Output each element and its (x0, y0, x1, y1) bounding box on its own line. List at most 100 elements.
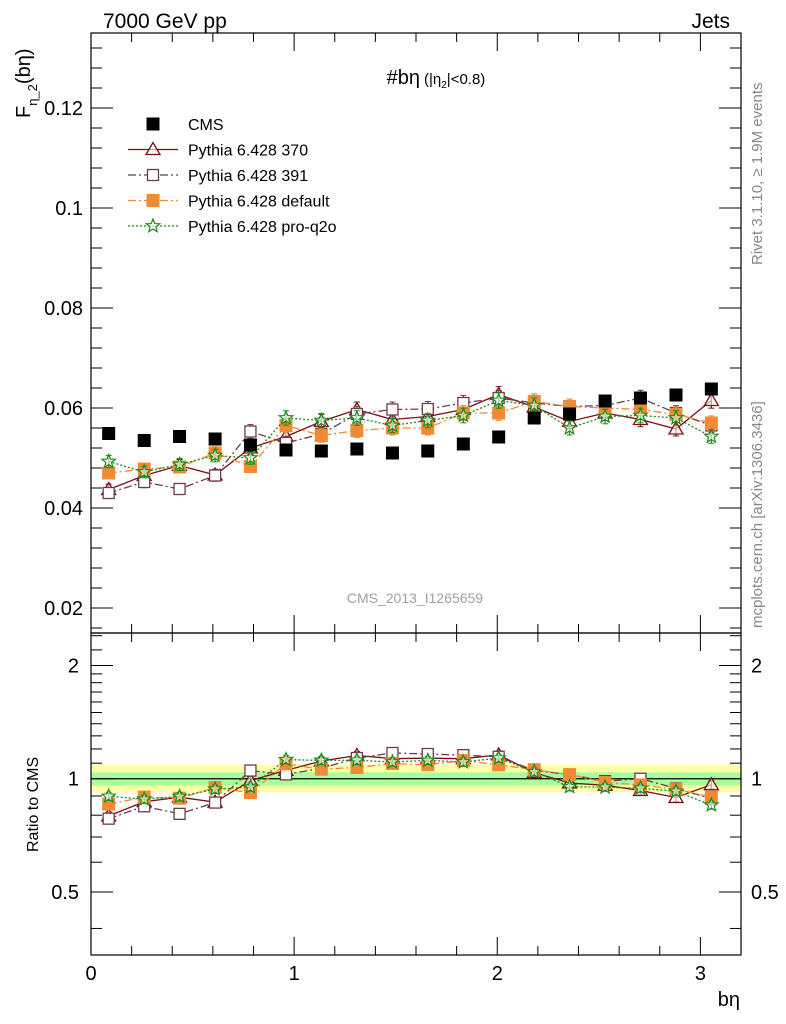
ratio-plot-frame (90, 632, 742, 956)
plot-subtitle-prefix: (|η (424, 71, 441, 88)
ratio-y-tick-label: 1 (68, 769, 79, 791)
ratio-axis-ticks: 0.5 0.5 1 1 2 2 (51, 633, 779, 955)
series-line (108, 399, 712, 473)
data-point (277, 750, 295, 767)
data-point (350, 424, 364, 437)
data-point (384, 416, 401, 433)
data-point (386, 403, 399, 416)
plot-subtitle-index: 2 (441, 80, 447, 91)
series-cms (102, 382, 718, 460)
data-point (206, 446, 224, 463)
ratio-y-tick-label-right: 2 (751, 655, 762, 677)
mcplots-citation-label: mcplots.cern.ch [arXiv:1306.3436] (749, 401, 766, 628)
series-pythia-6-428-pro-q2o (100, 749, 720, 813)
data-point (242, 449, 259, 466)
legend-marker (146, 117, 160, 131)
data-point (490, 749, 507, 766)
series-line (108, 757, 712, 806)
data-point (669, 388, 683, 402)
plot-subtitle: (|η2|<0.8) (424, 71, 485, 91)
data-point (348, 409, 366, 426)
main-plot-panel: 0.02 0.04 0.06 0.08 0.1 0.12 (44, 32, 742, 634)
ratio-y-tick-label: 2 (68, 655, 79, 677)
data-point (314, 429, 328, 442)
data-point (313, 751, 330, 768)
legend-marker (144, 141, 162, 156)
ratio-plot-series (100, 746, 720, 825)
legend-entry-pythia-6-428-default: Pythia 6.428 default (128, 194, 330, 211)
main-y-tick-label: 0.04 (44, 498, 83, 520)
main-plot-series (100, 382, 720, 500)
legend-entry-pythia-6-428-370: Pythia 6.428 370 (128, 141, 308, 160)
data-point (703, 796, 720, 813)
data-point (596, 407, 614, 424)
legend-label: Pythia 6.428 default (188, 194, 330, 211)
ratio-y-tick-label: 0.5 (51, 882, 79, 904)
plot-subtitle-suffix: |<0.8) (447, 71, 486, 88)
legend-label: CMS (188, 117, 224, 134)
main-y-tick-label: 0.08 (44, 298, 83, 320)
series-pythia-6-428-391 (102, 389, 718, 500)
data-point (704, 416, 718, 430)
data-point (135, 463, 153, 480)
series-pythia-6-428-pro-q2o (100, 391, 720, 480)
main-y-tick-label: 0.06 (44, 398, 83, 420)
data-point (206, 780, 224, 797)
data-point (667, 420, 685, 435)
legend-entry-pythia-6-428-391: Pythia 6.428 391 (128, 168, 308, 185)
data-point (100, 452, 117, 469)
data-point (102, 466, 116, 480)
data-point (277, 409, 295, 426)
data-point (350, 442, 364, 456)
series-pythia-6-428-370 (100, 386, 720, 496)
main-axis-ticks: 0.02 0.04 0.06 0.08 0.1 0.12 (44, 33, 742, 633)
x-tick-label: 2 (492, 963, 503, 985)
data-point (632, 779, 649, 796)
ratio-plot-panel: 0.5 0.5 1 1 2 2 (51, 632, 779, 956)
data-point (102, 812, 115, 825)
main-y-axis-label-sub: η_2 (25, 84, 40, 106)
series-pythia-6-428-default (102, 393, 718, 480)
legend-marker (146, 194, 160, 207)
data-point (633, 391, 647, 405)
x-tick-label: 0 (85, 963, 96, 985)
rivet-version-label: Rivet 3.1.10, ≥ 1.9M events (749, 83, 766, 266)
data-point (704, 382, 718, 396)
data-point (492, 406, 506, 420)
plot-title: #bη (387, 67, 420, 89)
data-point (102, 427, 116, 440)
data-point (456, 437, 470, 451)
data-point (525, 396, 543, 413)
analysis-watermark: CMS_2013_I1265659 (347, 590, 483, 606)
series-line (108, 752, 712, 820)
data-point (455, 406, 472, 423)
data-point (208, 796, 222, 809)
legend-marker (146, 168, 160, 182)
legend-label: Pythia 6.428 370 (188, 143, 308, 160)
ratio-y-tick-label-right: 0.5 (751, 882, 779, 904)
data-point (667, 409, 685, 426)
data-point (419, 411, 437, 428)
data-point (244, 764, 257, 777)
data-point (561, 419, 578, 436)
data-point (490, 391, 507, 408)
x-tick-label: 1 (289, 963, 300, 985)
data-point (561, 778, 578, 794)
data-point (208, 432, 222, 446)
legend-label: Pythia 6.428 391 (188, 168, 308, 185)
data-point (703, 776, 720, 791)
data-point (385, 446, 399, 460)
series-line (108, 397, 712, 494)
data-point (421, 444, 435, 458)
data-point (243, 438, 257, 452)
process-label: Jets (691, 10, 730, 33)
data-point (632, 406, 649, 423)
data-point (137, 434, 151, 447)
main-y-tick-label: 0.12 (44, 98, 83, 120)
data-point (563, 407, 577, 421)
data-point (102, 486, 115, 500)
ratio-y-axis-label: Ratio to CMS (25, 757, 42, 852)
data-point (279, 443, 293, 457)
x-axis-label: bη (718, 989, 740, 1011)
data-point (455, 753, 472, 770)
